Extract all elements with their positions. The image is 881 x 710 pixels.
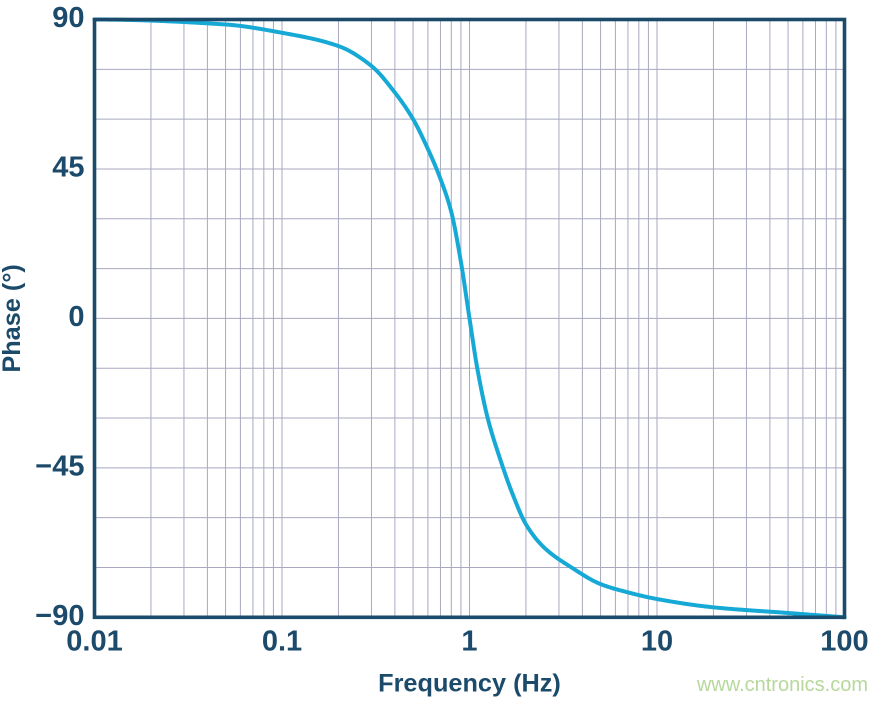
svg-text:0.01: 0.01	[66, 625, 122, 657]
svg-text:100: 100	[820, 625, 868, 657]
svg-text:−45: −45	[35, 451, 84, 483]
svg-text:0.1: 0.1	[262, 625, 302, 657]
svg-text:Phase (°): Phase (°)	[0, 264, 26, 373]
svg-text:45: 45	[52, 152, 84, 184]
svg-text:0: 0	[68, 301, 84, 333]
svg-text:www.cntronics.com: www.cntronics.com	[696, 674, 868, 696]
svg-text:10: 10	[641, 625, 673, 657]
svg-text:90: 90	[52, 2, 84, 34]
svg-text:1: 1	[461, 625, 477, 657]
svg-text:Frequency (Hz): Frequency (Hz)	[378, 669, 561, 697]
